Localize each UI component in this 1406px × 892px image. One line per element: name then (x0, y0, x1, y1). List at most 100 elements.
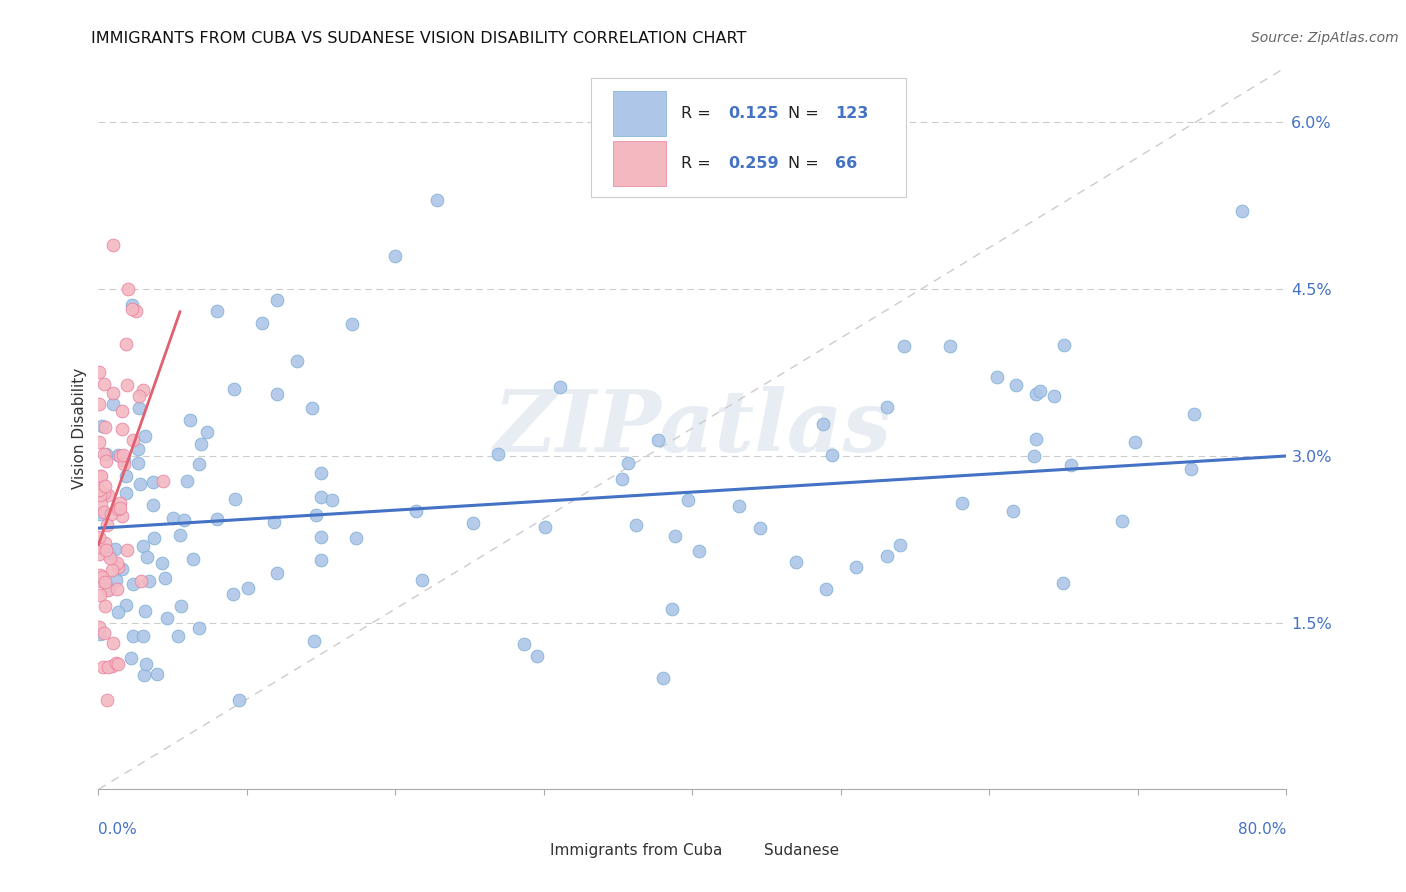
Point (122, 433, 145, 447)
Point (97, 488, 120, 502)
Point (266, 566, 288, 580)
Point (90, 468, 112, 483)
Point (107, 501, 129, 516)
Text: 0.0%: 0.0% (98, 822, 138, 837)
Point (91, 419, 114, 434)
Text: IMMIGRANTS FROM CUBA VS SUDANESE VISION DISABILITY CORRELATION CHART: IMMIGRANTS FROM CUBA VS SUDANESE VISION … (91, 31, 747, 46)
Point (1180, 462, 1202, 476)
Text: 0.125: 0.125 (728, 105, 779, 120)
Point (93, 535, 115, 549)
Point (1005, 377, 1028, 392)
Point (548, 380, 571, 394)
Point (1111, 514, 1133, 528)
Point (111, 422, 134, 436)
Point (134, 604, 156, 618)
Text: N =: N = (787, 156, 824, 171)
Point (94, 542, 117, 557)
Point (121, 577, 143, 591)
Point (664, 529, 686, 543)
Point (205, 511, 228, 525)
Text: R =: R = (681, 105, 716, 120)
FancyBboxPatch shape (613, 91, 666, 136)
Point (110, 404, 132, 418)
Point (1025, 386, 1047, 401)
Point (127, 442, 149, 457)
Point (94, 479, 117, 493)
Point (651, 671, 673, 685)
Point (285, 354, 308, 368)
Text: N =: N = (787, 105, 824, 120)
Point (876, 400, 898, 414)
Point (101, 658, 124, 673)
Point (321, 492, 343, 507)
Point (526, 648, 548, 663)
Point (89, 483, 111, 497)
Point (94, 447, 117, 461)
Point (138, 574, 160, 589)
Point (94, 599, 117, 614)
Point (89, 567, 111, 582)
Point (105, 582, 128, 596)
Point (135, 550, 157, 565)
Point (626, 517, 648, 532)
Point (107, 605, 129, 619)
Text: R =: R = (681, 156, 716, 171)
Point (236, 581, 259, 595)
Point (103, 237, 125, 252)
Point (889, 538, 911, 552)
Point (89, 488, 111, 502)
Point (93, 376, 115, 391)
Point (89, 620, 111, 634)
Point (131, 383, 153, 397)
Point (950, 496, 973, 510)
Point (105, 573, 128, 587)
Point (114, 486, 136, 500)
Point (115, 598, 138, 612)
Text: 123: 123 (835, 105, 869, 120)
Point (89, 540, 111, 554)
Point (162, 510, 184, 524)
Point (117, 282, 139, 296)
Point (266, 293, 288, 308)
FancyBboxPatch shape (613, 141, 666, 186)
Point (107, 448, 129, 462)
Text: Immigrants from Cuba: Immigrants from Cuba (550, 843, 723, 858)
Point (120, 650, 142, 665)
Point (1060, 458, 1083, 473)
Point (405, 504, 427, 518)
Point (98, 550, 121, 565)
Point (97, 583, 120, 598)
Point (617, 457, 640, 471)
Point (1025, 432, 1047, 446)
Point (728, 500, 751, 514)
Point (101, 636, 124, 650)
Text: Source: ZipAtlas.com: Source: ZipAtlas.com (1251, 31, 1399, 45)
Point (153, 571, 176, 585)
Point (124, 304, 146, 318)
Point (111, 561, 134, 575)
Point (128, 388, 150, 402)
Point (129, 574, 152, 589)
Point (384, 249, 406, 263)
Point (134, 428, 156, 442)
Point (89, 530, 111, 544)
Point (411, 573, 433, 587)
Point (302, 634, 325, 648)
Point (121, 301, 143, 316)
Point (266, 387, 288, 401)
Point (97, 582, 120, 596)
Point (893, 339, 915, 353)
Point (612, 472, 634, 486)
Point (224, 491, 246, 506)
Point (89, 548, 111, 562)
Point (181, 552, 204, 566)
Point (91, 570, 114, 584)
Point (309, 491, 332, 505)
FancyBboxPatch shape (509, 838, 544, 863)
Text: 66: 66 (835, 156, 858, 171)
Point (90, 497, 112, 511)
Point (115, 378, 138, 392)
Point (146, 666, 169, 681)
Point (1001, 504, 1024, 518)
Point (89, 627, 111, 641)
